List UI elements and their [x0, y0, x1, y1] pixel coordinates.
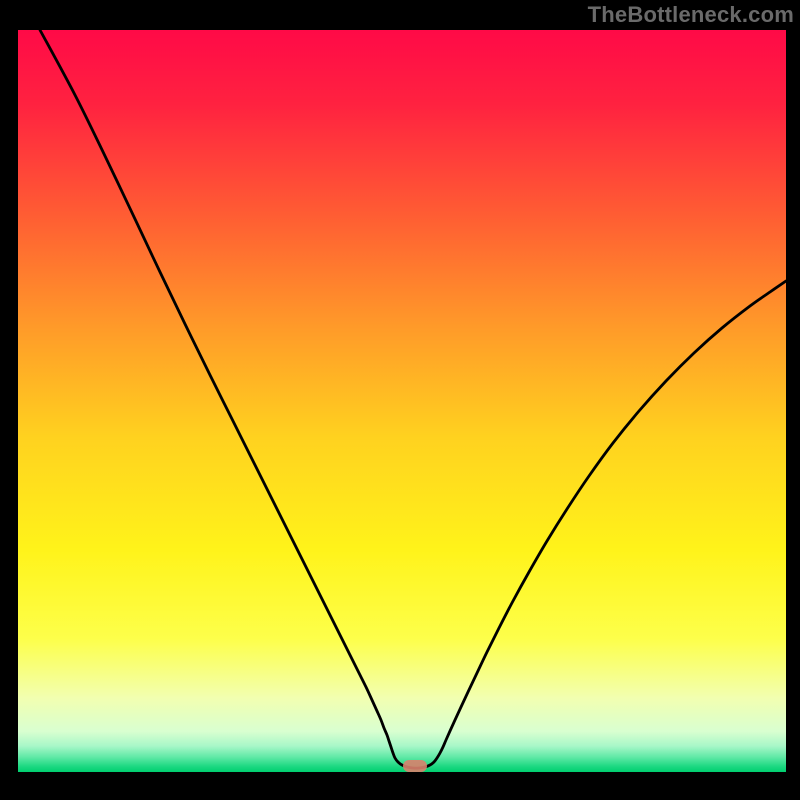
plot-background: [18, 30, 786, 772]
chart-container: TheBottleneck.com: [0, 0, 800, 800]
watermark-label: TheBottleneck.com: [588, 2, 794, 28]
optimum-marker: [403, 760, 427, 772]
bottleneck-chart: [0, 0, 800, 800]
